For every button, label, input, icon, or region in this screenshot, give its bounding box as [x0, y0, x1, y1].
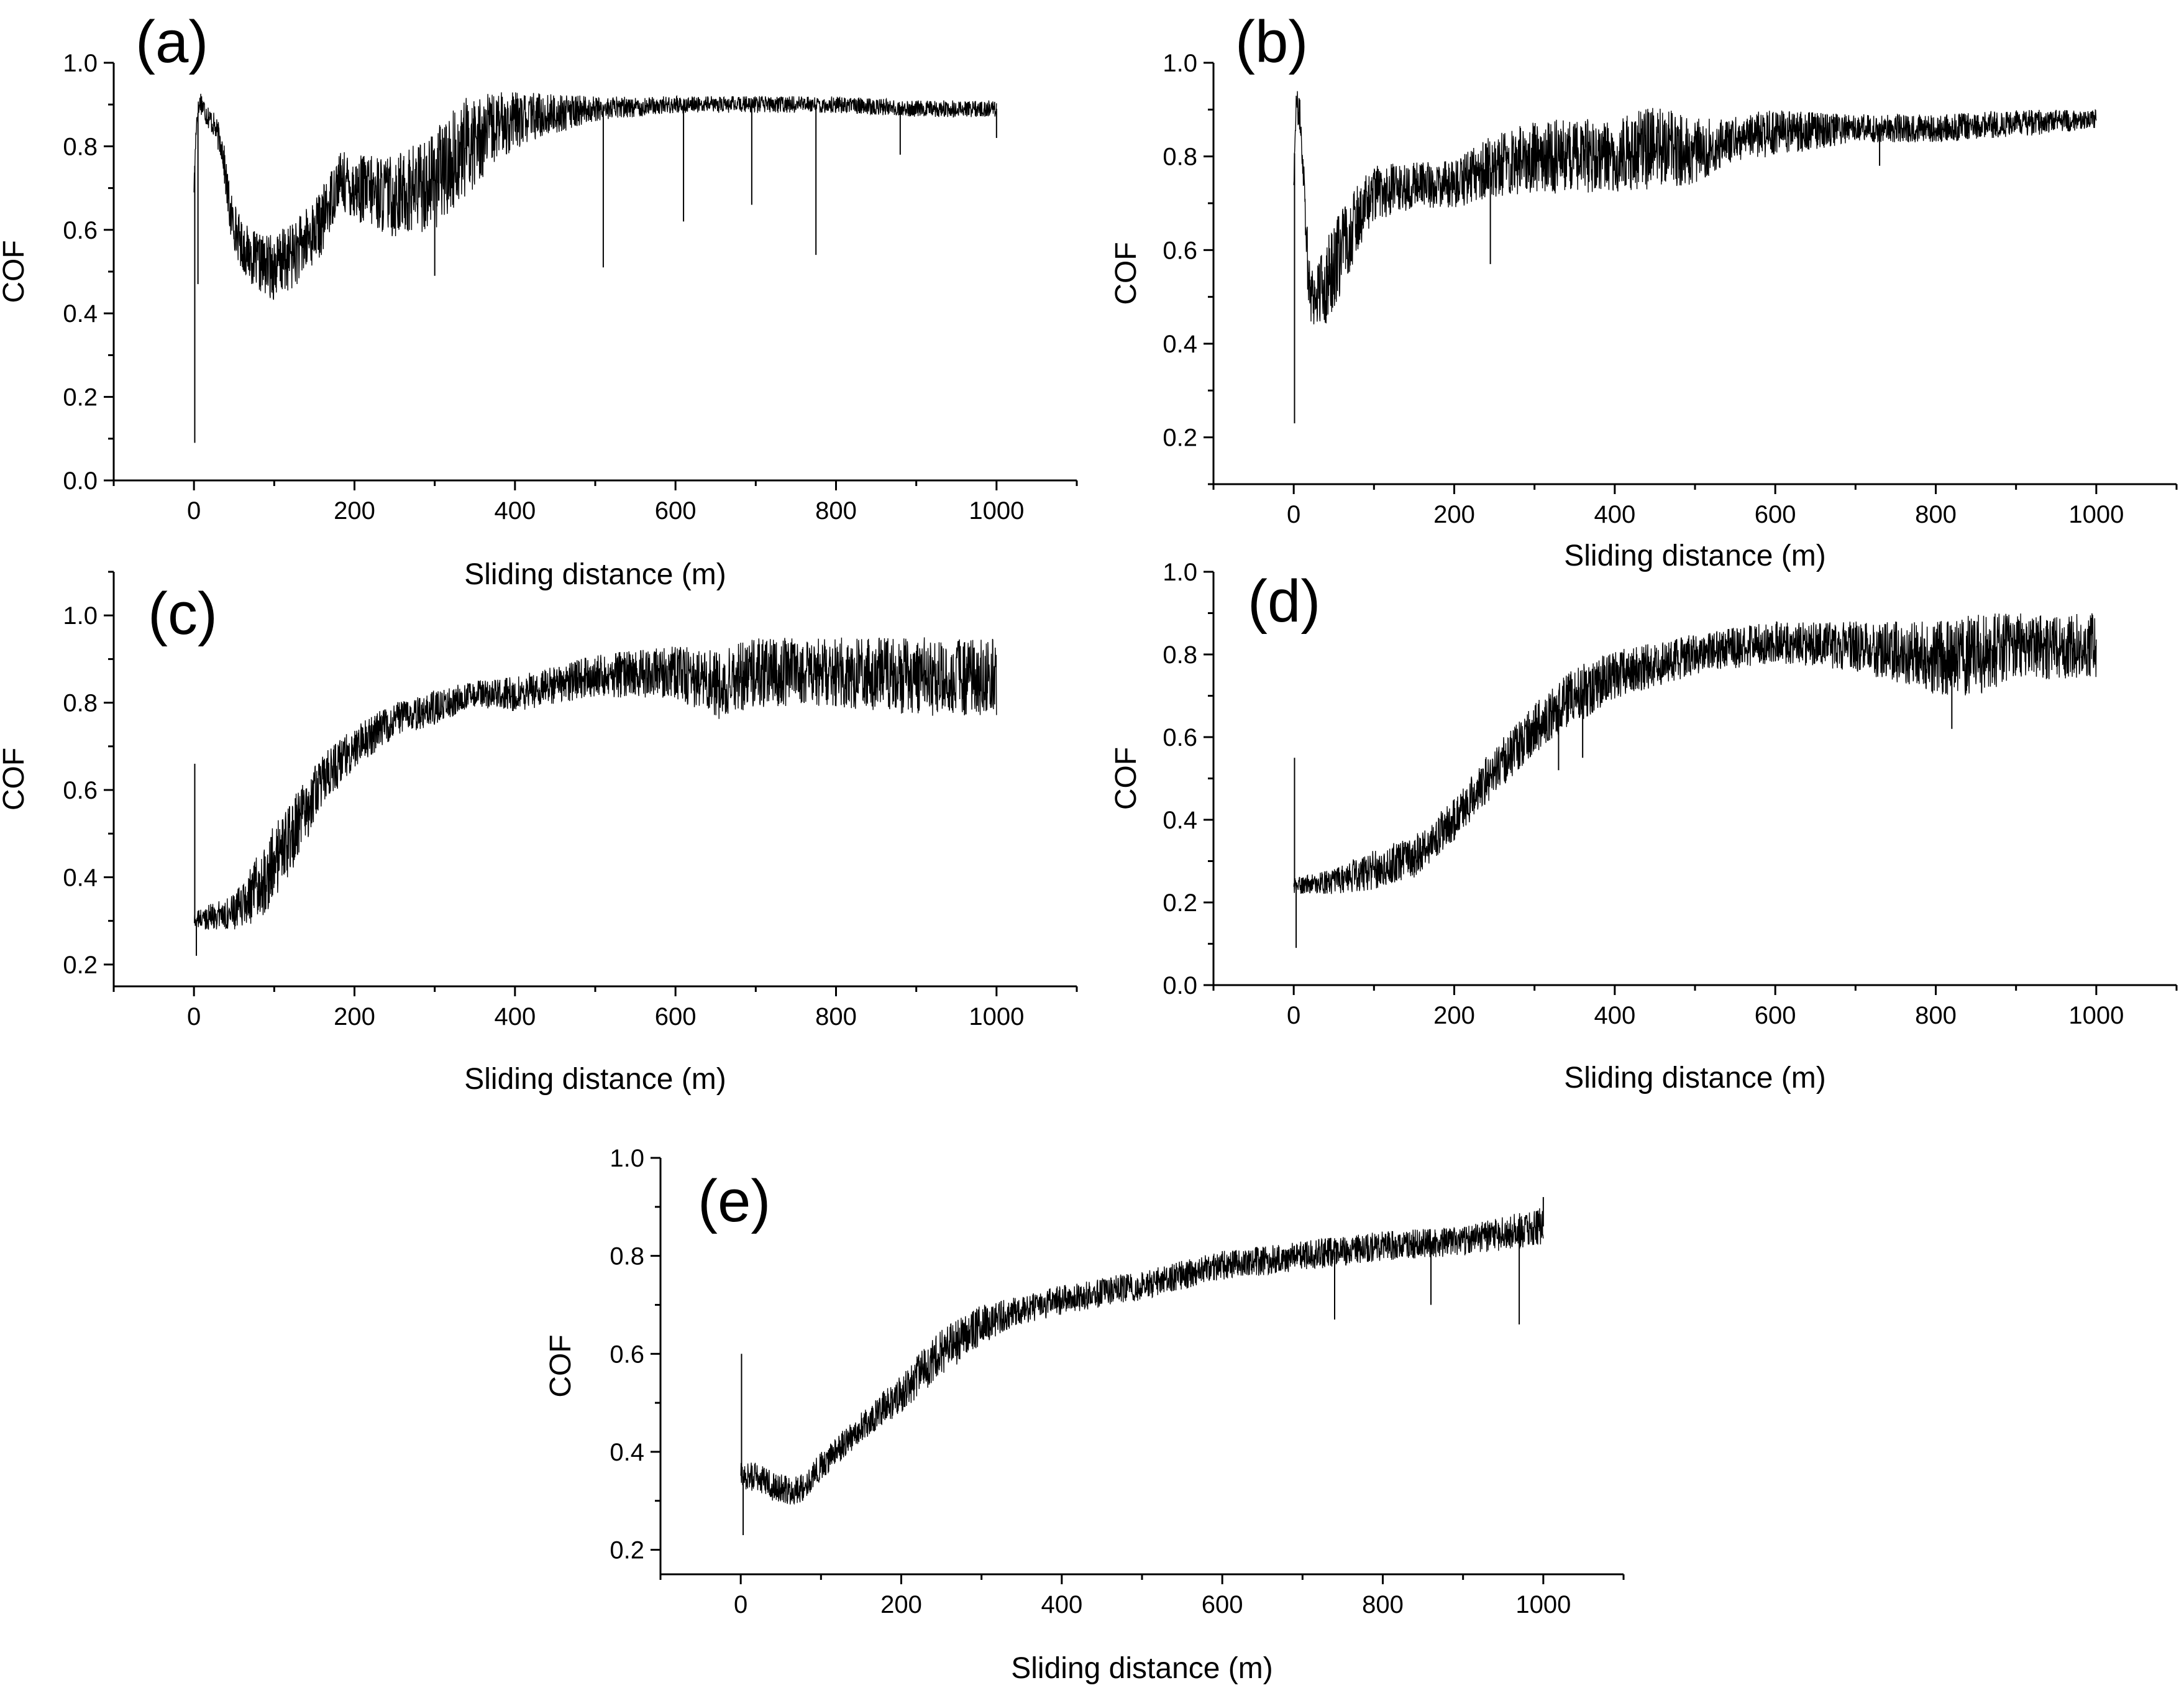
x-tick-label: 200	[880, 1591, 922, 1618]
y-tick-label: 0.0	[63, 467, 98, 495]
y-tick-label: 0.4	[1163, 331, 1197, 358]
x-tick-label: 200	[334, 1003, 375, 1030]
x-tick-label: 200	[1433, 1002, 1475, 1029]
x-tick-label: 800	[815, 1003, 857, 1030]
y-tick-label: 0.4	[63, 864, 98, 891]
x-tick-label: 1000	[1515, 1591, 1571, 1618]
panel-label: (c)	[148, 580, 217, 647]
cof-series-line	[1293, 613, 2097, 894]
y-tick-label: 0.0	[1163, 972, 1197, 999]
y-tick-label: 0.2	[63, 952, 98, 979]
panel-label: (a)	[135, 9, 208, 75]
x-axis-title: Sliding distance (m)	[464, 1063, 726, 1096]
chart-panel: (e) 0 200 400 600 800 1000 0.2 0.4 0.6 0.8 1.0 Slidi…	[544, 1145, 1625, 1685]
panel-label: (b)	[1235, 9, 1308, 75]
y-tick-label: 0.2	[610, 1537, 644, 1564]
panel-label: (e)	[698, 1168, 770, 1234]
y-axis-title: COF	[0, 240, 30, 303]
x-tick-label: 800	[1915, 1002, 1957, 1029]
x-tick-label: 1000	[2068, 1002, 2124, 1029]
y-tick-label: 0.8	[610, 1243, 644, 1270]
x-tick-label: 400	[1594, 1002, 1635, 1029]
x-tick-label: 0	[187, 497, 201, 525]
x-axis-title: Sliding distance (m)	[1011, 1652, 1273, 1685]
cof-series-line	[1293, 91, 2097, 324]
y-tick-label: 0.6	[1163, 237, 1197, 264]
y-tick-label: 0.8	[63, 133, 98, 160]
x-tick-label: 800	[1915, 501, 1957, 528]
x-tick-label: 800	[1362, 1591, 1404, 1618]
y-tick-label: 0.4	[63, 300, 98, 328]
chart-panel: (c) 0 200 400 600 800 1000 0.2 0.4 0.6 0.8 1.0 Slidi…	[0, 571, 1078, 1096]
x-axis-title: Sliding distance (m)	[464, 558, 726, 591]
y-tick-label: 1.0	[63, 50, 98, 77]
x-tick-label: 800	[815, 497, 857, 525]
x-tick-label: 600	[655, 497, 697, 525]
x-axis-title: Sliding distance (m)	[1564, 1062, 1826, 1094]
y-axis-title: COF	[0, 748, 30, 810]
x-tick-label: 0	[1287, 501, 1300, 528]
x-tick-label: 200	[1433, 501, 1475, 528]
x-axis-title: Sliding distance (m)	[1564, 539, 1826, 572]
y-tick-label: 1.0	[610, 1145, 644, 1172]
chart-panel: (d) 0 200 400 600 800 1000 0.0 0.2 0.4 0.6 0.8 1.0 Sl…	[1110, 559, 2178, 1094]
y-tick-label: 1.0	[1163, 50, 1197, 77]
x-tick-label: 400	[494, 497, 536, 525]
y-tick-label: 0.4	[610, 1439, 644, 1466]
y-axis-title: COF	[1110, 747, 1143, 810]
x-tick-label: 600	[1755, 501, 1796, 528]
x-tick-label: 0	[187, 1003, 201, 1030]
cof-series-line	[193, 637, 997, 930]
x-tick-label: 400	[494, 1003, 536, 1030]
x-tick-label: 600	[1755, 1002, 1796, 1029]
cof-series-line	[193, 92, 997, 300]
y-tick-label: 0.2	[63, 384, 98, 411]
y-tick-label: 0.8	[1163, 144, 1197, 171]
y-tick-label: 0.6	[63, 777, 98, 804]
y-tick-label: 0.8	[63, 690, 98, 717]
chart-panel: (a) 0 200 400 600 800 1000 0.0 0.2 0.4 0.6 0.8 1.0 Sl…	[0, 9, 1078, 591]
y-tick-label: 1.0	[1163, 559, 1197, 586]
y-tick-label: 0.2	[1163, 889, 1197, 917]
x-tick-label: 400	[1594, 501, 1635, 528]
y-axis-title: COF	[1110, 242, 1143, 305]
y-tick-label: 0.6	[610, 1341, 644, 1368]
chart-panel: (b) 0 200 400 600 800 1000 0.2 0.4 0.6 0.8 1.0 Slidi…	[1110, 9, 2178, 572]
cof-series-line	[740, 1208, 1544, 1505]
y-tick-label: 1.0	[63, 602, 98, 630]
x-tick-label: 1000	[969, 1003, 1024, 1030]
x-tick-label: 1000	[2068, 501, 2124, 528]
x-tick-label: 0	[1287, 1002, 1300, 1029]
y-tick-label: 0.6	[1163, 724, 1197, 751]
y-axis-title: COF	[544, 1334, 577, 1397]
y-tick-label: 0.2	[1163, 424, 1197, 452]
x-tick-label: 0	[734, 1591, 747, 1618]
x-tick-label: 600	[1202, 1591, 1243, 1618]
x-tick-label: 200	[334, 497, 375, 525]
panel-label: (d)	[1248, 568, 1320, 635]
x-tick-label: 600	[655, 1003, 697, 1030]
y-tick-label: 0.8	[1163, 641, 1197, 669]
y-tick-label: 0.4	[1163, 807, 1197, 834]
y-tick-label: 0.6	[63, 217, 98, 244]
x-tick-label: 1000	[969, 497, 1024, 525]
x-tick-label: 400	[1041, 1591, 1082, 1618]
